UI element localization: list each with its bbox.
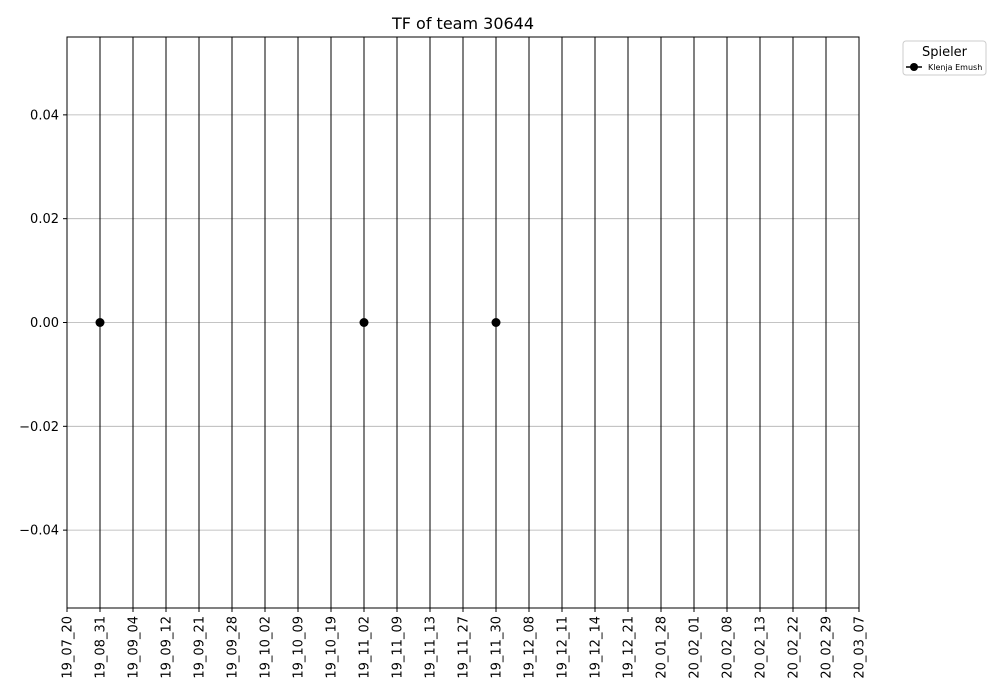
x-tick-label: 19_09_04	[127, 616, 142, 679]
x-tick-label: 20_02_08	[721, 616, 736, 679]
y-tick-label: −0.04	[19, 524, 59, 539]
x-tick-label: 19_11_27	[457, 616, 472, 679]
legend-box	[902, 40, 987, 76]
y-tick-label: 0.00	[30, 316, 59, 331]
y-tick-label: −0.02	[19, 420, 59, 435]
x-tick-label: 19_12_08	[523, 616, 538, 679]
series-points	[95, 318, 501, 327]
x-tick-label: 19_11_02	[358, 616, 373, 679]
x-tick-label: 19_11_13	[424, 616, 439, 679]
data-point	[491, 318, 501, 327]
x-axis: 19_07_20 19_08_31 19_09_04 19_09_12 19_09_21…	[61, 608, 868, 679]
x-tick-label: 19_09_21	[193, 616, 208, 679]
x-tick-label: 19_12_11	[556, 616, 571, 679]
legend-marker-icon	[910, 63, 918, 71]
x-tick-label: 20_03_07	[853, 616, 868, 679]
x-tick-label: 19_12_21	[622, 616, 637, 679]
x-tick-label: 19_11_30	[490, 616, 505, 679]
legend-entry: Klenja Emush	[928, 63, 982, 72]
legend: Spieler Klenja Emush	[902, 40, 987, 76]
y-tick-label: 0.02	[30, 212, 59, 227]
x-tick-label: 19_11_09	[391, 616, 406, 679]
x-tick-label: 20_02_01	[688, 616, 703, 679]
y-axis: 0.04 0.02 0.00 −0.02 −0.04	[19, 108, 67, 539]
x-tick-label: 19_10_19	[325, 616, 340, 679]
x-tick-label: 19_10_02	[259, 616, 274, 679]
x-tick-label: 19_08_31	[94, 616, 109, 679]
x-tick-label: 19_09_12	[160, 616, 175, 679]
legend-title: Spieler	[922, 45, 968, 60]
x-tick-label: 20_02_22	[787, 616, 802, 679]
chart-title: TF of team 30644	[391, 14, 534, 33]
y-tick-label: 0.04	[30, 108, 59, 123]
x-tick-label: 19_09_28	[226, 616, 241, 679]
data-point	[95, 318, 105, 327]
x-tick-label: 20_02_29	[820, 616, 835, 679]
data-point	[359, 318, 369, 327]
x-tick-label: 19_10_09	[292, 616, 307, 679]
x-tick-label: 20_02_13	[754, 616, 769, 679]
x-tick-label: 19_12_14	[589, 616, 604, 679]
x-tick-label: 19_07_20	[61, 616, 76, 679]
x-tick-label: 20_01_28	[655, 616, 670, 679]
